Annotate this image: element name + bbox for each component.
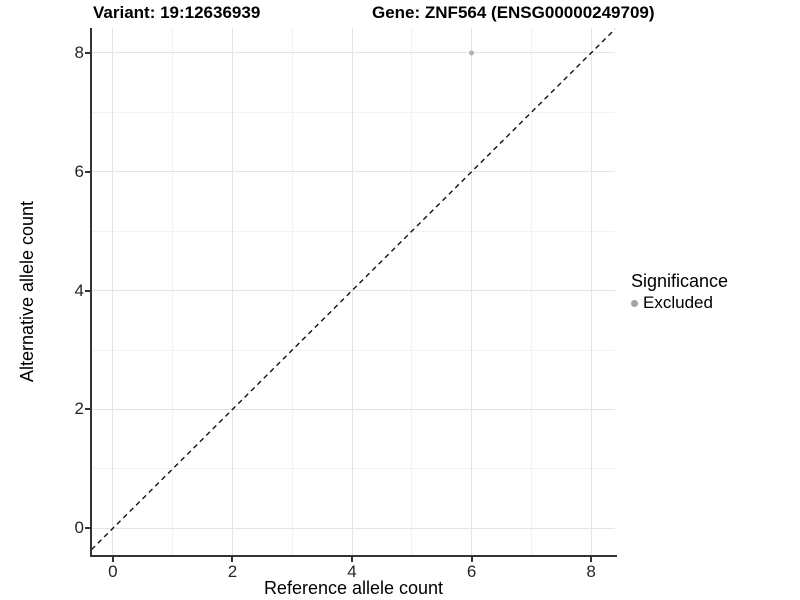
x-axis-tick — [231, 557, 234, 562]
gridline-x-major — [231, 28, 233, 555]
y-tick-label: 6 — [74, 161, 84, 181]
chart-draw-layer — [92, 28, 615, 551]
gridline-x-major — [351, 28, 353, 555]
y-tick-label: 8 — [74, 42, 84, 62]
gridline-x-minor — [172, 28, 174, 555]
x-axis-title: Reference allele count — [263, 578, 444, 598]
plot-title-variant: Variant: 19:12636939 — [93, 3, 261, 22]
gridline-x-major — [471, 28, 473, 555]
x-axis-line — [90, 555, 617, 557]
gridline-x-minor — [291, 28, 293, 555]
x-tick-label: 8 — [586, 562, 596, 581]
y-tick-label: 4 — [74, 280, 84, 300]
gridline-y-major — [92, 290, 615, 292]
legend-point-icon — [631, 299, 638, 307]
y-axis-tick — [85, 170, 90, 173]
x-axis-tick — [351, 557, 353, 562]
y-axis-title: Alternative allele count — [17, 200, 37, 383]
gridline-y-major — [92, 408, 615, 410]
plot-panel — [92, 28, 615, 555]
gridline-y-major — [92, 171, 615, 173]
gridline-x-minor — [530, 28, 532, 555]
data-point — [469, 50, 475, 56]
y-axis-line — [90, 28, 92, 557]
x-tick-label: 4 — [347, 562, 357, 581]
gridline-y-minor — [92, 349, 615, 351]
gridline-y-major — [92, 527, 615, 529]
x-tick-label: 2 — [227, 562, 238, 581]
legend-title: Significance — [631, 271, 729, 291]
x-axis-tick — [590, 557, 593, 562]
legend: Significance Excluded — [631, 271, 728, 312]
x-tick-label: 0 — [108, 562, 118, 581]
y-tick-label: 0 — [74, 518, 84, 538]
y-axis-tick — [85, 408, 90, 411]
gridline-x-minor — [411, 28, 413, 555]
gridline-y-minor — [92, 468, 615, 470]
plot-title-gene: Gene: ZNF564 (ENSG00000249709) — [372, 3, 655, 22]
x-tick-label: 6 — [466, 562, 477, 581]
gridline-y-minor — [92, 230, 615, 232]
identity-dashed-line — [92, 28, 615, 551]
gridline-y-major — [92, 52, 615, 54]
gridline-x-major — [590, 28, 592, 555]
x-axis-tick — [111, 557, 114, 562]
legend-item-excluded: Excluded — [631, 294, 728, 312]
legend-item-label: Excluded — [643, 293, 713, 312]
y-tick-label: 2 — [74, 399, 84, 419]
gridline-x-major — [112, 28, 114, 555]
y-axis-tick — [85, 527, 90, 530]
gridline-y-minor — [92, 111, 615, 113]
y-axis-tick — [85, 51, 90, 54]
y-axis-tick — [85, 289, 90, 292]
x-axis-tick — [470, 557, 473, 562]
